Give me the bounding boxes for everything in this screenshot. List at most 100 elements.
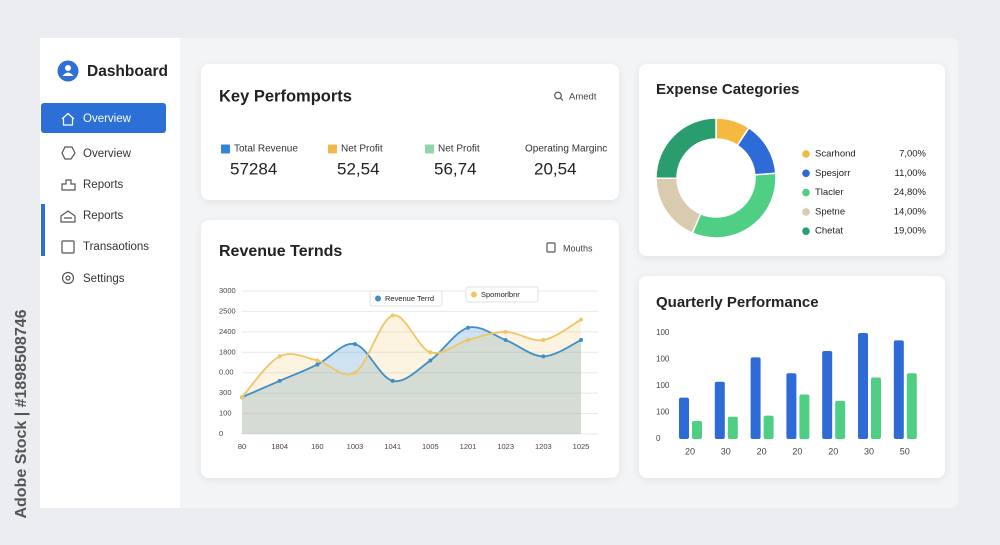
kpi-card bbox=[201, 64, 619, 200]
bar bbox=[763, 415, 774, 439]
legend-label: Tlacler bbox=[815, 187, 844, 198]
bar bbox=[799, 394, 810, 439]
x-tick-label: 160 bbox=[311, 442, 324, 451]
nav-item[interactable]: Overview bbox=[83, 148, 132, 160]
nav-icon bbox=[61, 179, 76, 191]
bar bbox=[822, 351, 833, 439]
y-tick-label: 2400 bbox=[219, 327, 236, 336]
y-tick-label: 2500 bbox=[219, 306, 236, 315]
bar bbox=[750, 357, 761, 439]
y-tick-label: 0 bbox=[656, 434, 661, 443]
card-title: Revenue Ternds bbox=[219, 243, 342, 260]
y-tick-label: 100 bbox=[656, 328, 670, 337]
kpi-swatch bbox=[425, 144, 434, 154]
logo-head bbox=[65, 65, 71, 71]
sidebar-title: Dashboard bbox=[87, 63, 168, 80]
legend-swatch bbox=[802, 169, 810, 178]
point bbox=[466, 325, 470, 330]
card-title: Quarterly Performance bbox=[656, 294, 819, 311]
period-action[interactable]: Mouths bbox=[563, 243, 593, 253]
x-tick-label: 30 bbox=[864, 446, 874, 456]
bar bbox=[871, 377, 881, 439]
x-tick-label: 50 bbox=[900, 446, 910, 456]
x-tick-label: 1804 bbox=[271, 442, 288, 451]
x-tick-label: 20 bbox=[828, 446, 838, 456]
legend-swatch bbox=[802, 227, 810, 235]
point bbox=[277, 378, 282, 383]
kpi-label: Total Revenue bbox=[234, 144, 298, 155]
y-tick-label: 0.00 bbox=[219, 368, 234, 377]
nav-icon bbox=[61, 240, 75, 254]
x-tick-label: 1003 bbox=[347, 442, 364, 451]
value-label: 7,00% bbox=[899, 149, 926, 160]
y-tick-label: 0 bbox=[219, 429, 223, 438]
point bbox=[428, 358, 433, 363]
card-title: Key Perfomports bbox=[219, 87, 352, 105]
point bbox=[541, 354, 546, 359]
legend-label: Spesjorr bbox=[815, 168, 850, 179]
kpi-value: 57284 bbox=[230, 159, 277, 178]
line bbox=[241, 314, 582, 398]
legend-label: Chetat bbox=[815, 226, 843, 237]
search-action[interactable]: Amedt bbox=[569, 92, 597, 103]
point bbox=[315, 358, 320, 363]
search-icon bbox=[554, 91, 562, 100]
search-icon bbox=[560, 97, 564, 101]
kpi-value: 56,74 bbox=[434, 159, 477, 178]
point bbox=[541, 338, 546, 343]
y-tick-label: 300 bbox=[219, 388, 232, 397]
bar bbox=[893, 340, 904, 439]
x-tick-label: 80 bbox=[238, 442, 246, 451]
value-label: 11,00% bbox=[894, 168, 926, 179]
nav-item[interactable]: Settings bbox=[83, 273, 125, 285]
kpi-value: 52,54 bbox=[337, 159, 380, 178]
x-tick-label: 1203 bbox=[535, 442, 552, 451]
expense-card bbox=[639, 64, 945, 256]
line bbox=[241, 326, 582, 399]
point bbox=[503, 338, 508, 343]
legend-swatch bbox=[802, 150, 810, 158]
point bbox=[579, 338, 583, 343]
legend-swatch bbox=[802, 208, 810, 216]
nav-item[interactable]: Reports bbox=[83, 179, 124, 191]
x-tick-label: 1023 bbox=[497, 442, 514, 451]
kpi-label: Net Profit bbox=[341, 144, 383, 155]
nav-icon bbox=[61, 271, 75, 285]
kpi-swatch bbox=[221, 144, 230, 154]
legend-swatch bbox=[375, 295, 381, 302]
value-label: 24,80% bbox=[894, 187, 927, 198]
legend-box bbox=[369, 290, 443, 307]
legend-box bbox=[465, 286, 539, 303]
y-tick-label: 1800 bbox=[219, 347, 236, 356]
donut-slice bbox=[655, 117, 717, 180]
nav-item[interactable]: Reports bbox=[83, 210, 124, 222]
point bbox=[579, 317, 583, 322]
nav-icon bbox=[61, 146, 76, 160]
value-label: 14,00% bbox=[894, 206, 927, 217]
point bbox=[353, 342, 357, 347]
nav-item[interactable]: Transaotions bbox=[83, 241, 149, 253]
bar bbox=[786, 373, 797, 439]
y-tick-label: 100 bbox=[219, 409, 232, 418]
kpi-label: Net Profit bbox=[438, 144, 480, 155]
x-tick-label: 1005 bbox=[422, 442, 439, 451]
nav-item[interactable]: Overview bbox=[83, 113, 132, 125]
nav-icon bbox=[60, 210, 76, 223]
y-tick-label: 100 bbox=[656, 355, 670, 364]
y-tick-label: 100 bbox=[656, 381, 670, 390]
bar bbox=[727, 416, 738, 439]
legend-label: Spomorlbnr bbox=[481, 290, 520, 299]
point bbox=[428, 350, 433, 355]
kpi-label: Operating Marginc bbox=[525, 144, 607, 155]
point bbox=[466, 338, 470, 343]
period-icon bbox=[546, 242, 556, 253]
point bbox=[503, 329, 508, 334]
bar bbox=[906, 373, 917, 439]
point bbox=[353, 370, 357, 375]
value-label: 19,00% bbox=[894, 226, 927, 237]
bar bbox=[835, 400, 846, 439]
area bbox=[242, 327, 581, 434]
bar bbox=[714, 381, 725, 439]
x-tick-label: 1025 bbox=[573, 442, 590, 451]
